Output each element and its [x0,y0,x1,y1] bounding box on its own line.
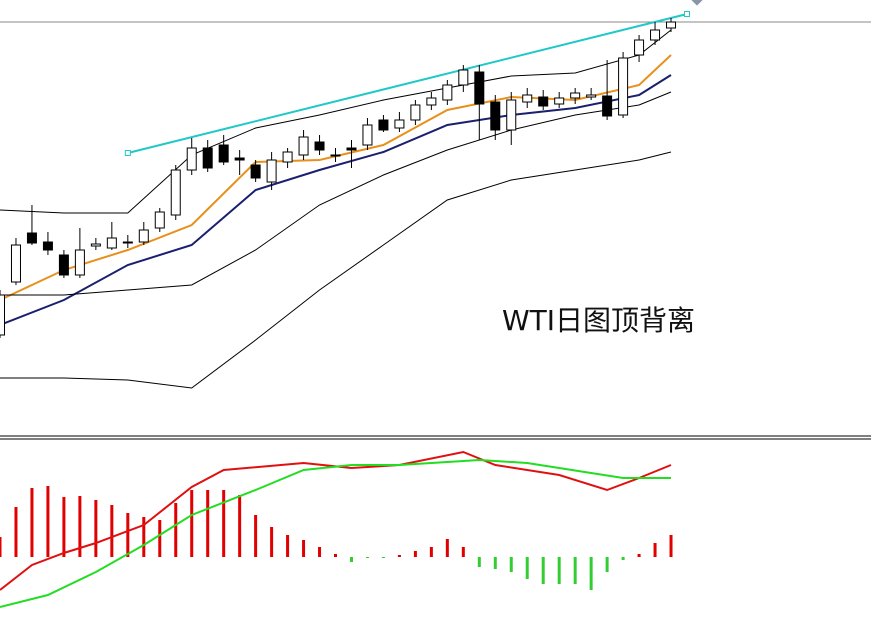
line [0,54,672,301]
candle-body [106,237,117,249]
candle-body [154,211,165,229]
candle-body [618,57,629,116]
line [0,458,671,608]
candle-body [138,229,149,243]
annotation: WTI日图顶背离 [502,304,695,337]
line [0,450,672,591]
candle-body [554,97,565,105]
candle-body [458,69,469,86]
candle-body [634,39,645,56]
candle-body [362,124,373,146]
line [0,74,672,326]
candle-body [90,243,101,247]
candle-body [0,294,5,336]
candle-body [426,97,437,106]
line [127,13,688,154]
candle-body [250,164,261,179]
candle-body [570,92,581,99]
candle-body [74,249,85,276]
line [0,151,672,389]
candle-body [650,29,661,41]
scroll-icon [691,0,703,6]
candle-body [234,157,245,161]
candle-body [314,141,325,151]
candle-body [394,119,405,129]
candle-body [330,154,341,157]
candle-body [26,232,37,244]
candle-body [298,136,309,156]
candle-body [522,94,533,103]
candle-body [218,144,229,163]
candle-body [442,84,453,101]
candle-body [602,95,613,117]
trendline-handle [684,11,690,17]
candle-body [666,21,677,29]
candle-body [586,94,597,98]
candle-body [410,104,421,121]
trendline-handle [124,150,131,156]
line [0,29,672,214]
candle-body [474,71,485,105]
candle-body [10,244,21,283]
candle-body [538,96,549,107]
candle-body [42,241,53,251]
candle-body [490,101,501,131]
candle-body [506,99,517,131]
candle-body [378,119,389,131]
line [0,91,672,296]
candle-body [186,147,197,171]
candle-body [58,254,69,276]
candle-body [266,159,277,183]
candle-body [170,169,181,216]
candle-body [346,147,357,151]
candle-body [282,151,293,163]
candle-body [202,147,213,169]
candle-body [122,241,133,244]
